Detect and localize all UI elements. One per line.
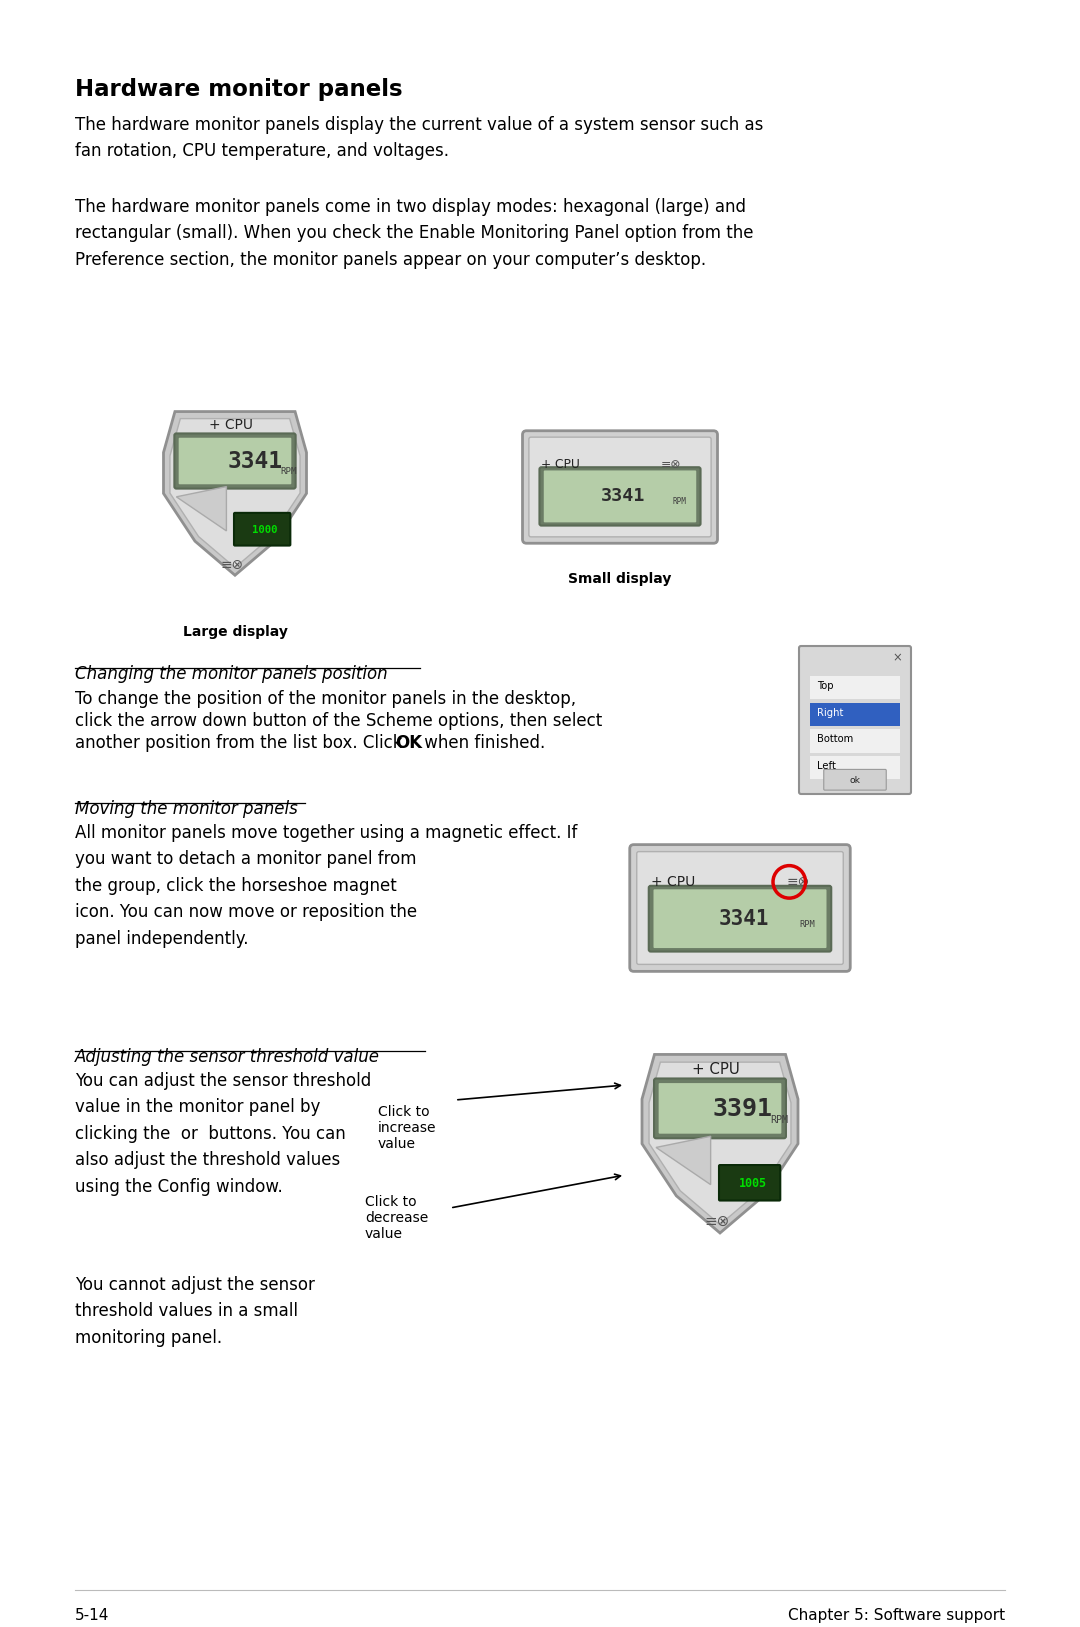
Text: Left: Left (818, 761, 836, 771)
Polygon shape (163, 412, 307, 576)
Text: another position from the list box. Click: another position from the list box. Clic… (75, 734, 408, 752)
Polygon shape (649, 1062, 791, 1225)
Text: OK: OK (395, 734, 422, 752)
Text: RPM: RPM (281, 467, 297, 475)
FancyBboxPatch shape (174, 433, 296, 488)
Text: + CPU: + CPU (541, 457, 580, 470)
Text: The hardware monitor panels display the current value of a system sensor such as: The hardware monitor panels display the … (75, 116, 764, 161)
Text: 1000: 1000 (252, 526, 278, 535)
Text: All monitor panels move together using a magnetic effect. If
you want to detach : All monitor panels move together using a… (75, 823, 578, 947)
Text: Chapter 5: Software support: Chapter 5: Software support (788, 1607, 1005, 1624)
Text: You can adjust the sensor threshold
value in the monitor panel by
clicking the  : You can adjust the sensor threshold valu… (75, 1072, 372, 1196)
Text: Hardware monitor panels: Hardware monitor panels (75, 78, 403, 101)
Text: Top: Top (818, 682, 834, 691)
Text: RPM: RPM (799, 921, 815, 929)
Bar (810, 703, 901, 726)
FancyBboxPatch shape (529, 438, 711, 537)
Text: 3391: 3391 (712, 1097, 772, 1121)
Text: when finished.: when finished. (419, 734, 545, 752)
FancyBboxPatch shape (719, 1165, 780, 1201)
FancyBboxPatch shape (637, 851, 843, 965)
FancyBboxPatch shape (659, 1084, 781, 1134)
FancyBboxPatch shape (799, 646, 912, 794)
FancyBboxPatch shape (653, 890, 826, 949)
Text: Large display: Large display (183, 625, 287, 639)
Text: ok: ok (850, 776, 861, 784)
FancyBboxPatch shape (649, 885, 832, 952)
Bar (810, 757, 901, 779)
Text: 3341: 3341 (719, 909, 769, 929)
Text: click the arrow down button of the Scheme options, then select: click the arrow down button of the Schem… (75, 713, 603, 731)
Text: Adjusting the sensor threshold value: Adjusting the sensor threshold value (75, 1048, 380, 1066)
Polygon shape (642, 1054, 798, 1233)
Text: 3341: 3341 (228, 451, 283, 473)
Text: Click to
decrease
value: Click to decrease value (365, 1194, 429, 1241)
Text: ≡⊗: ≡⊗ (661, 457, 681, 470)
Text: Changing the monitor panels position: Changing the monitor panels position (75, 665, 388, 683)
Text: Right: Right (818, 708, 843, 718)
Text: Moving the monitor panels: Moving the monitor panels (75, 800, 298, 818)
Text: Small display: Small display (568, 573, 672, 586)
Text: 1005: 1005 (739, 1178, 767, 1191)
FancyBboxPatch shape (234, 513, 291, 545)
Text: ×: × (893, 651, 903, 664)
FancyBboxPatch shape (523, 431, 717, 543)
Text: Click to
increase
value: Click to increase value (378, 1105, 436, 1152)
Polygon shape (176, 486, 227, 530)
Text: ≡⊗: ≡⊗ (704, 1214, 730, 1230)
Text: RPM: RPM (770, 1114, 788, 1124)
FancyBboxPatch shape (654, 1079, 786, 1139)
FancyBboxPatch shape (178, 438, 292, 485)
Bar (810, 729, 901, 753)
Polygon shape (656, 1136, 711, 1184)
Text: The hardware monitor panels come in two display modes: hexagonal (large) and
rec: The hardware monitor panels come in two … (75, 198, 754, 268)
Text: ≡⊗: ≡⊗ (220, 558, 244, 573)
FancyBboxPatch shape (540, 467, 701, 526)
Text: RPM: RPM (673, 498, 686, 506)
Text: + CPU: + CPU (692, 1062, 740, 1077)
Text: Bottom: Bottom (818, 734, 853, 745)
FancyBboxPatch shape (630, 844, 850, 971)
FancyBboxPatch shape (543, 470, 697, 522)
Polygon shape (170, 418, 300, 568)
Text: + CPU: + CPU (651, 875, 696, 888)
Text: You cannot adjust the sensor
threshold values in a small
monitoring panel.: You cannot adjust the sensor threshold v… (75, 1276, 315, 1347)
Text: 5-14: 5-14 (75, 1607, 109, 1624)
Text: 3341: 3341 (602, 488, 646, 506)
Text: To change the position of the monitor panels in the desktop,: To change the position of the monitor pa… (75, 690, 576, 708)
Text: ≡⊗: ≡⊗ (786, 875, 810, 888)
Bar (810, 675, 901, 700)
Text: + CPU: + CPU (210, 418, 253, 433)
FancyBboxPatch shape (824, 770, 887, 791)
